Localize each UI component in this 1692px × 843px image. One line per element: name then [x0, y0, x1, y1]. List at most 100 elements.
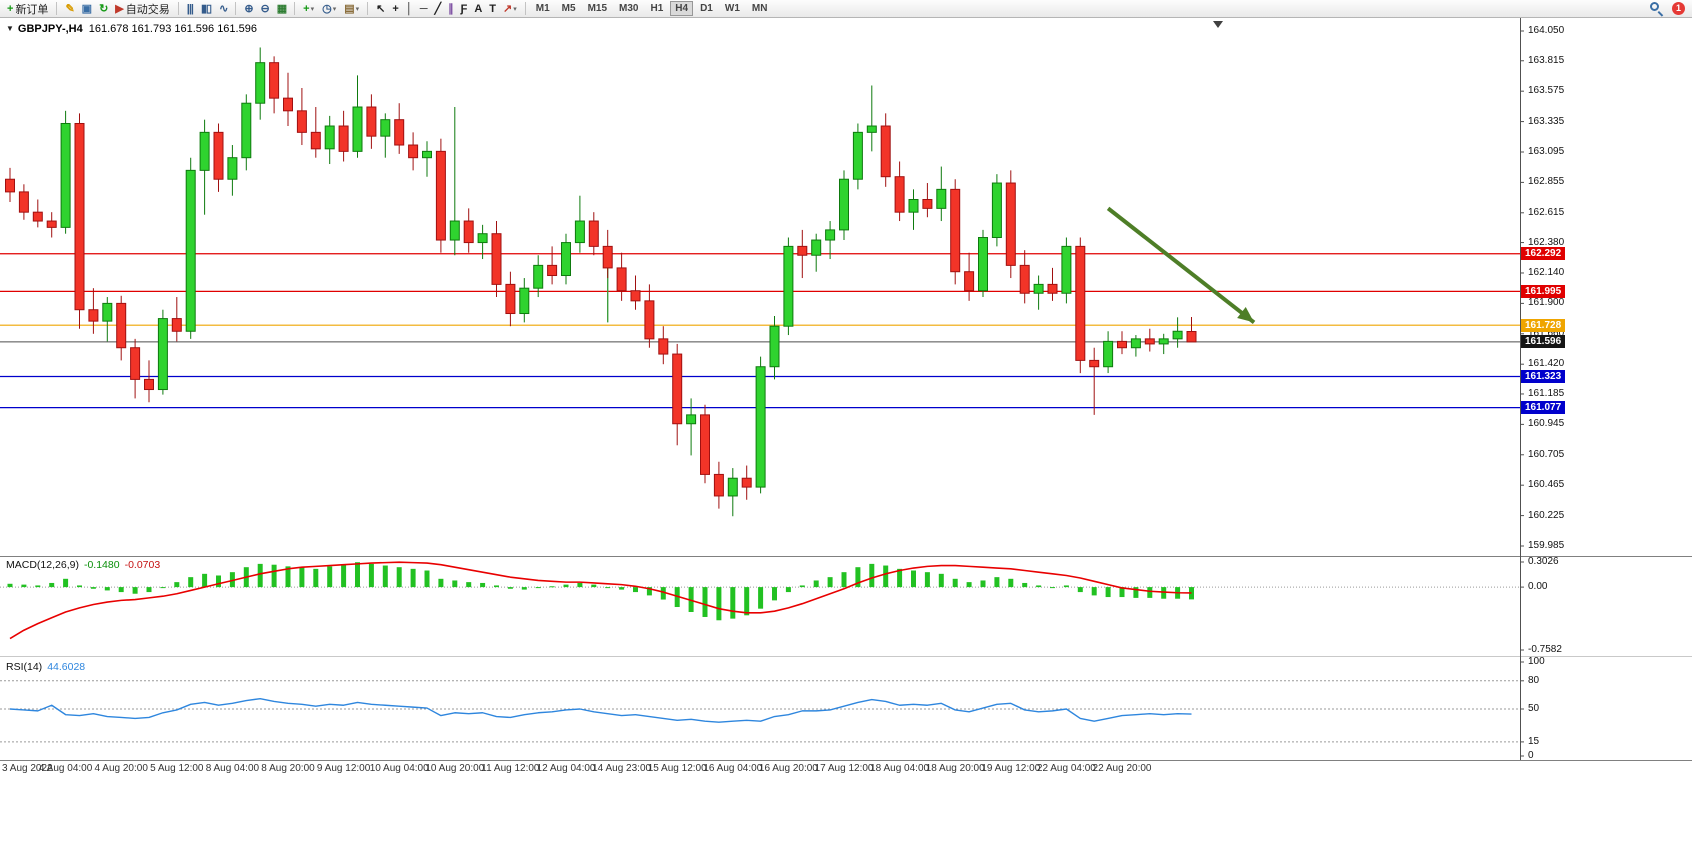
candle [32, 211, 43, 222]
bar-chart-icon: ||| [186, 2, 194, 15]
candle [727, 477, 738, 497]
timeframe-button-m1[interactable]: M1 [535, 3, 550, 14]
level-price-badge[interactable]: 162.292 [1521, 247, 1566, 261]
candle [852, 131, 863, 180]
macd-histogram-bar [104, 587, 110, 591]
text-label-button[interactable]: T [485, 1, 499, 17]
macd-histogram-bar [744, 587, 750, 616]
line-chart-button[interactable]: ∿ [215, 1, 231, 17]
metaeditor-button[interactable]: ✎ [61, 1, 77, 17]
text-button[interactable]: A [470, 1, 485, 17]
search-icon[interactable] [1650, 2, 1664, 17]
timeframe-button-w1[interactable]: W1 [724, 3, 740, 14]
line-chart-icon: ∿ [219, 2, 228, 15]
zoom-in-button[interactable]: ⊕ [240, 1, 256, 17]
timeframe-button-mn[interactable]: MN [751, 3, 768, 14]
macd-value: -0.1480 [83, 559, 120, 571]
symbol-period-label: GBPJPY-,H4 [17, 23, 83, 35]
candle [825, 229, 836, 241]
autotrading-button[interactable]: ▶ 自动交易 [111, 1, 173, 17]
macd-histogram-bar [368, 563, 374, 588]
timeframe-button-d1[interactable]: D1 [700, 3, 713, 14]
candle [1158, 338, 1169, 345]
toolbar-separator [235, 2, 237, 15]
timeframe-button-m30[interactable]: M30 [619, 3, 639, 14]
periods-icon: ◷ [322, 2, 332, 15]
candle [171, 318, 182, 332]
chart-shift-marker[interactable] [1213, 21, 1223, 28]
arrows-button[interactable]: ↗ ▾ [499, 1, 521, 17]
vertical-line-button[interactable]: │ [402, 1, 416, 17]
macd-histogram-bar [619, 587, 625, 590]
trendline-button[interactable]: ╱ [430, 1, 444, 17]
candle [964, 271, 975, 292]
price-tick-label: 161.185 [1528, 387, 1565, 399]
toolbar: + 新订单 ✎ ▣ ↻ ▶ 自动交易 ||| ▮▯ ∿ ⊕ ⊖ ▦ + ▾ ◷ ▾ ▤ ▾ ↖ + │ ─ ╱ ∥ Ƒ A T ↗ ▾ M… [0, 0, 1692, 18]
level-price-badge[interactable]: 161.728 [1521, 318, 1566, 332]
macd-histogram-bar [897, 568, 903, 588]
macd-histogram-bar [702, 587, 708, 617]
bar-chart-button[interactable]: ||| [183, 1, 197, 17]
macd-histogram-bar [174, 582, 180, 588]
macd-histogram-bar [1091, 587, 1097, 596]
candle [1005, 182, 1016, 266]
notification-badge[interactable]: 1 [1672, 2, 1685, 15]
trend-arrow-head[interactable] [1237, 307, 1255, 323]
macd-histogram-bar [827, 577, 833, 588]
macd-histogram-bar [924, 572, 930, 588]
candle [1075, 245, 1086, 361]
macd-histogram-bar [994, 577, 1000, 588]
channel-button[interactable]: ∥ [444, 1, 457, 17]
toolbar-separator [177, 2, 179, 15]
time-axis-label: 4 Aug 20:00 [94, 763, 148, 774]
time-axis-label: 14 Aug 23:00 [592, 763, 652, 774]
rsi-line [9, 697, 1192, 723]
candle [1186, 331, 1197, 343]
candle [5, 178, 15, 193]
macd-histogram-bar [549, 586, 555, 588]
one-click-collapse-icon[interactable]: ▼ [6, 24, 14, 33]
price-tick-label: 163.815 [1528, 54, 1565, 66]
new-order-button[interactable]: + 新订单 [3, 1, 52, 17]
macd-histogram-bar [841, 572, 847, 588]
macd-histogram-bar [285, 566, 291, 588]
zoom-out-button[interactable]: ⊖ [257, 1, 273, 17]
crosshair-button[interactable]: + [388, 1, 401, 17]
arrows-icon: ↗ [503, 2, 512, 15]
candle [1033, 283, 1044, 294]
chart-canvas[interactable] [0, 18, 1692, 843]
level-price-badge[interactable]: 161.323 [1521, 369, 1566, 383]
templates-button[interactable]: ▤ ▾ [340, 1, 363, 17]
refresh-button[interactable]: ↻ [95, 1, 111, 17]
cursor-button[interactable]: ↖ [372, 1, 388, 17]
time-axis-label: 9 Aug 12:00 [316, 763, 371, 774]
macd-tick-label: -0.7582 [1528, 644, 1562, 655]
indicators-button[interactable]: + ▾ [299, 1, 318, 17]
rsi-value: 44.6028 [47, 661, 86, 673]
level-price-badge[interactable]: 161.995 [1521, 284, 1566, 298]
candle [880, 125, 891, 178]
timeframe-button-m15[interactable]: M15 [587, 3, 608, 14]
timeframe-button-h1[interactable]: H1 [650, 3, 664, 14]
market-watch-button[interactable]: ▣ [78, 1, 95, 17]
tile-windows-button[interactable]: ▦ [273, 1, 290, 17]
candle [74, 122, 85, 311]
macd-histogram-bar [77, 585, 82, 588]
macd-histogram-bar [229, 572, 235, 588]
candlestick-chart-button[interactable]: ▮▯ [197, 1, 215, 17]
horizontal-line-button[interactable]: ─ [416, 1, 431, 17]
timeframe-button-h4[interactable]: H4 [670, 1, 694, 16]
periods-button[interactable]: ◷ ▾ [318, 1, 340, 17]
price-tick-label: 164.050 [1528, 25, 1565, 36]
bid-price-badge: 161.596 [1521, 335, 1566, 349]
fibonacci-button[interactable]: Ƒ [457, 1, 471, 17]
time-axis-label: 17 Aug 12:00 [814, 763, 874, 774]
timeframe-button-m5[interactable]: M5 [561, 3, 576, 14]
level-price-badge[interactable]: 161.077 [1521, 401, 1566, 415]
time-axis-label: 11 Aug 12:00 [481, 763, 540, 774]
candle [1061, 245, 1072, 294]
candle [18, 191, 29, 213]
trend-arrow-line[interactable] [1106, 206, 1256, 324]
candle [283, 97, 293, 112]
templates-icon: ▤ [344, 2, 354, 15]
